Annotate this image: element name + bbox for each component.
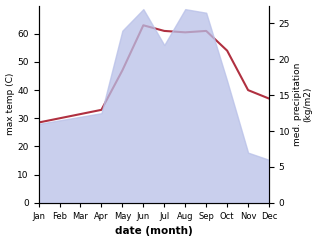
Y-axis label: med. precipitation
(kg/m2): med. precipitation (kg/m2) — [293, 62, 313, 146]
Y-axis label: max temp (C): max temp (C) — [5, 73, 15, 135]
X-axis label: date (month): date (month) — [115, 227, 193, 236]
